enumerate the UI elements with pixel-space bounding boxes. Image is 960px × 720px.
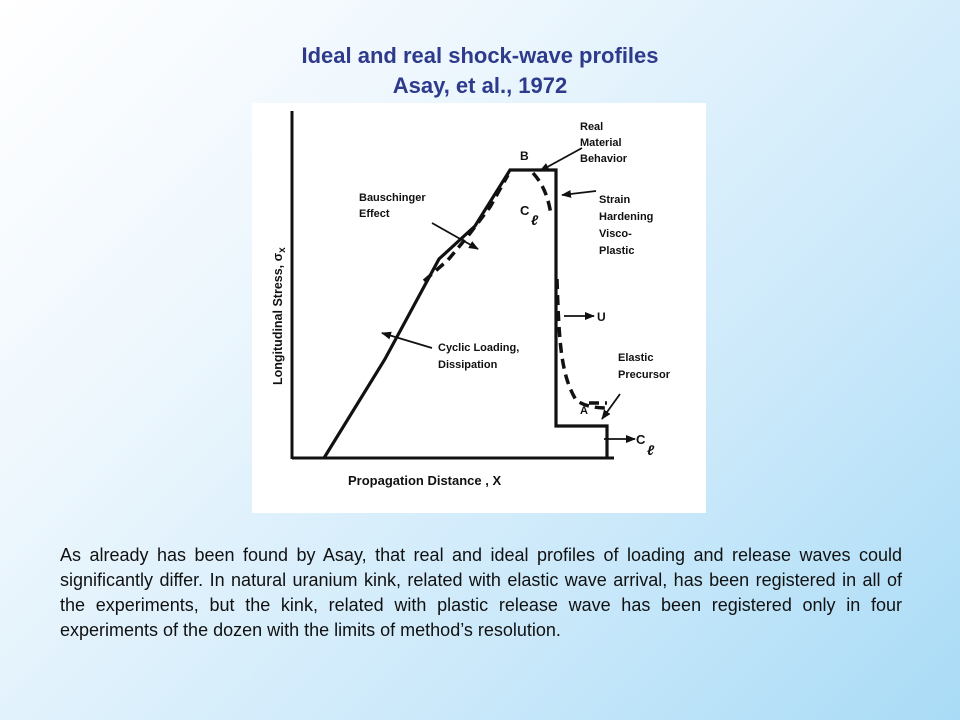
ideal-profile-line: [322, 168, 609, 459]
bauschinger-label-2: Effect: [359, 208, 390, 220]
bauschinger-label-1: Bauschinger: [359, 192, 426, 204]
strain-hardening-label-3: Visco-: [599, 228, 632, 240]
cyclic-loading-label-1: Cyclic Loading,: [438, 342, 519, 354]
x-axis-label: Propagation Distance , X: [348, 473, 501, 488]
real-material-label-3: Behavior: [580, 153, 628, 165]
cl-bottom-label: C: [636, 432, 646, 447]
real-material-label-2: Material: [580, 137, 622, 149]
strain-hardening-arrow: [561, 189, 597, 198]
bauschinger-arrow: [431, 222, 479, 250]
shock-wave-profile-figure: B A C ℓ C ℓ U Real Material Behavior Bau…: [252, 103, 706, 513]
elastic-precursor-label-2: Precursor: [618, 369, 671, 381]
real-profile-dashed-line: [422, 171, 609, 410]
real-material-arrow: [539, 147, 583, 172]
real-material-label-1: Real: [580, 121, 603, 133]
u-label: U: [597, 310, 606, 324]
y-axis-label: Longitudinal Stress, σx: [271, 247, 288, 385]
shock-wave-diagram: B A C ℓ C ℓ U Real Material Behavior Bau…: [271, 111, 671, 488]
elastic-precursor-label-1: Elastic: [618, 352, 653, 364]
cl-top-subscript: ℓ: [531, 212, 539, 228]
point-b-label: B: [520, 149, 529, 163]
cl-top-label: C: [520, 203, 530, 218]
y-axis-label-subscript: x: [277, 247, 288, 253]
elastic-precursor-arrow: [601, 393, 621, 420]
slide-subtitle-citation: Asay, et al., 1972: [392, 73, 568, 98]
cl-bottom-subscript: ℓ: [647, 442, 655, 458]
strain-hardening-label-4: Plastic: [599, 245, 634, 257]
point-a-label: A: [580, 405, 588, 417]
strain-hardening-label-1: Strain: [599, 194, 630, 206]
y-axis-label-text: Longitudinal Stress, σ: [271, 252, 285, 385]
cyclic-loading-arrow: [381, 331, 433, 349]
description-paragraph: As already has been found by Asay, that …: [60, 545, 902, 640]
strain-hardening-label-2: Hardening: [599, 211, 653, 223]
slide-title: Ideal and real shock-wave profiles: [301, 43, 659, 68]
cyclic-loading-label-2: Dissipation: [438, 359, 498, 371]
